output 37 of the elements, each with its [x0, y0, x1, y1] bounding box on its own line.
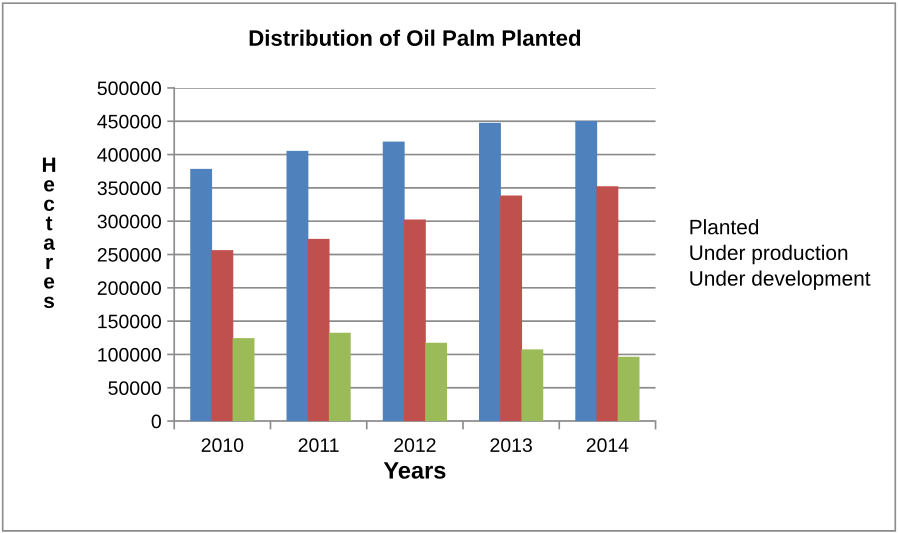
y-tick-label: 400000 [97, 148, 161, 162]
x-tick-label: 2011 [298, 438, 339, 452]
y-tick-label: 350000 [98, 181, 161, 196]
bar [382, 142, 405, 422]
bar [286, 150, 308, 422]
bar [618, 356, 640, 422]
y-tick-label: 500000 [98, 81, 161, 96]
bar [425, 342, 447, 422]
text: Under development [690, 270, 870, 290]
x-tick-label: 2013 [490, 438, 532, 452]
x-axis-title: Years [384, 462, 446, 479]
y-tick-label: 150000 [98, 314, 161, 328]
bar [500, 196, 522, 422]
text: Planted [690, 219, 758, 234]
bar [328, 332, 351, 422]
bar [575, 120, 598, 422]
bar [479, 122, 501, 422]
bar [404, 220, 426, 422]
y-tick-label: 450000 [97, 114, 161, 128]
y-tick-label: 200000 [98, 281, 161, 296]
bar [521, 349, 544, 422]
text: Under production [690, 244, 848, 264]
y-tick-label: 300000 [98, 214, 161, 228]
y-tick-label: 100000 [98, 348, 161, 362]
x-tick-label: 2014 [586, 438, 628, 452]
bar [308, 238, 330, 422]
bar [211, 250, 234, 422]
chart-title: Distribution of Oil Palm Planted [250, 30, 580, 46]
y-axis-title: Hectares [42, 158, 56, 308]
x-tick-label: 2012 [394, 438, 436, 452]
bar [190, 168, 212, 422]
bar [232, 338, 254, 422]
x-tick-label: 2010 [202, 438, 244, 452]
y-tick-label: 0 [152, 414, 161, 428]
y-tick-label: 50000 [108, 381, 161, 395]
bar [596, 186, 618, 422]
y-tick-label: 250000 [98, 248, 161, 262]
